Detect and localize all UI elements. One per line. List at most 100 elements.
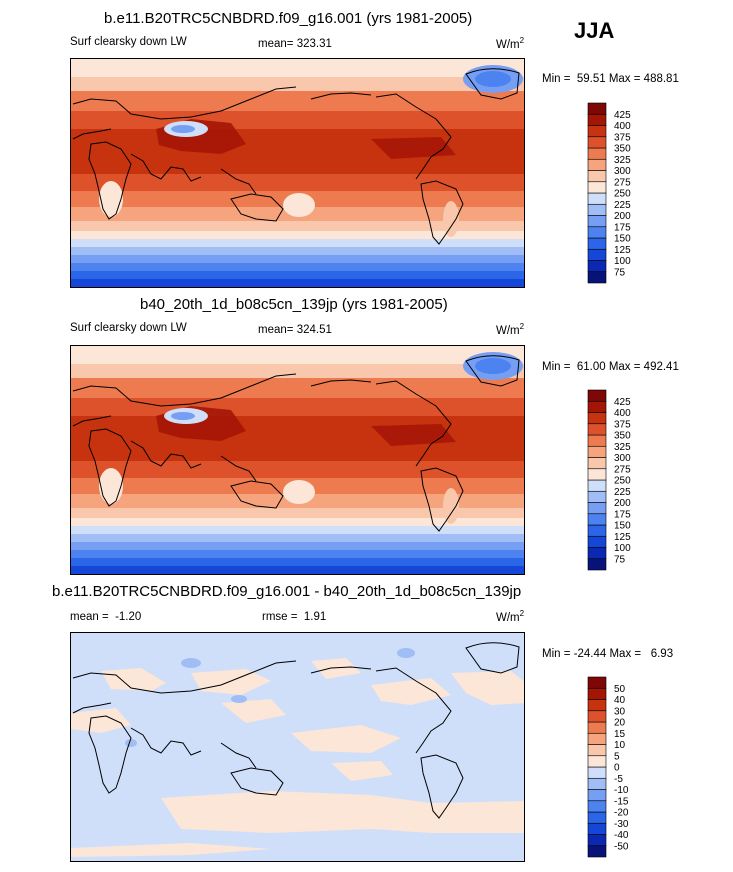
p2-colorbar-tick-label: 175 bbox=[614, 509, 631, 520]
panel1-mean: mean= 323.31 bbox=[258, 38, 332, 50]
panel1-mean-value: 323.31 bbox=[296, 38, 332, 50]
p2-colorbar-tick-label: 400 bbox=[614, 408, 631, 419]
panel3-max-value: 6.93 bbox=[650, 648, 674, 660]
panel3-title: b.e11.B20TRC5CNBDRD.f09_g16.001 - b40_20… bbox=[52, 583, 522, 600]
p1-colorbar-tick-label: 325 bbox=[614, 155, 631, 166]
p3-colorbar-tick-label: 20 bbox=[614, 718, 626, 729]
panel1-min-label: Min = bbox=[542, 73, 571, 85]
p2-colorbar-box bbox=[587, 434, 607, 447]
p1-colorbar-box bbox=[587, 136, 607, 149]
panel1-units-exp: 2 bbox=[519, 36, 525, 45]
p2-colorbar-tick-label: 300 bbox=[614, 453, 631, 464]
p1-colorbar-box bbox=[587, 147, 607, 160]
p3-colorbar-box bbox=[587, 687, 607, 700]
panel3-units: W/m2 bbox=[496, 609, 524, 624]
p2-colorbar-box bbox=[587, 513, 607, 526]
panel2-colorbar-svg: 7510012515017520022525027530032535037540… bbox=[587, 389, 631, 571]
panel3-min-label: Min = bbox=[542, 648, 571, 660]
panel2-mean-value: 324.51 bbox=[296, 324, 332, 336]
p3-colorbar-tick-label: -5 bbox=[614, 774, 623, 785]
panel1-colorbar-svg: 7510012515017520022525027530032535037540… bbox=[587, 102, 631, 284]
panel2-units: W/m2 bbox=[496, 322, 524, 337]
p1-colorbar-box bbox=[587, 260, 607, 273]
p1-colorbar-box bbox=[587, 226, 607, 239]
p3-colorbar-tick-label: -50 bbox=[614, 841, 629, 852]
p3-colorbar-tick-label: 15 bbox=[614, 729, 626, 740]
p1-colorbar-tick-label: 275 bbox=[614, 177, 631, 188]
panel1-colorbar: 75 100 125 150 175 200 225 250 275 300 325 350 375 40… bbox=[587, 102, 631, 284]
p3-colorbar-box bbox=[587, 800, 607, 813]
p1-colorbar-box bbox=[587, 271, 607, 284]
panel1-max-value: 488.81 bbox=[643, 73, 679, 85]
panel2-colorbar: 75 100 125 150 175 200 225 250 275 300 325 350 375 40… bbox=[587, 389, 631, 571]
p2-colorbar-box bbox=[587, 389, 607, 402]
panel3-min-value: -24.44 bbox=[573, 648, 607, 660]
panel3-field bbox=[71, 633, 524, 861]
p2-colorbar-box bbox=[587, 524, 607, 537]
p1-colorbar-box bbox=[587, 158, 607, 171]
panel1-max-label: Max = bbox=[608, 73, 641, 85]
panel2-min-label: Min = bbox=[542, 361, 571, 373]
panel3-units-exp: 2 bbox=[519, 609, 525, 618]
panel2-title: b40_20th_1d_b08c5cn_139jp (yrs 1981-2005… bbox=[140, 296, 448, 313]
panel2-coastlines bbox=[72, 355, 520, 532]
panel2-field bbox=[71, 346, 524, 574]
p3-colorbar-box bbox=[587, 834, 607, 847]
panel1-coastlines bbox=[72, 68, 520, 245]
p1-colorbar-box bbox=[587, 237, 607, 250]
p3-colorbar-tick-label: -40 bbox=[614, 830, 629, 841]
p2-colorbar-tick-label: 200 bbox=[614, 498, 631, 509]
p3-colorbar-box bbox=[587, 845, 607, 858]
panel3-rmse-value: 1.91 bbox=[303, 611, 327, 623]
p1-colorbar-box bbox=[587, 125, 607, 138]
p1-colorbar-tick-label: 125 bbox=[614, 245, 631, 256]
p2-colorbar-box bbox=[587, 423, 607, 436]
p1-colorbar-box bbox=[587, 215, 607, 228]
p1-colorbar-tick-label: 100 bbox=[614, 256, 631, 267]
p1-colorbar-box bbox=[587, 113, 607, 126]
p1-colorbar-box bbox=[587, 170, 607, 183]
p3-colorbar-box bbox=[587, 699, 607, 712]
panel1-field bbox=[71, 59, 524, 287]
p3-colorbar-box bbox=[587, 766, 607, 779]
panel1-map bbox=[70, 58, 525, 288]
p1-colorbar-box bbox=[587, 192, 607, 205]
p2-colorbar-box bbox=[587, 558, 607, 571]
p1-colorbar-box bbox=[587, 203, 607, 216]
p2-colorbar-box bbox=[587, 490, 607, 503]
panel3-minmax: Min = -24.44 Max = 6.93 bbox=[542, 648, 673, 660]
p1-colorbar-tick-label: 375 bbox=[614, 132, 631, 143]
p1-colorbar-tick-label: 300 bbox=[614, 166, 631, 177]
p1-colorbar-tick-label: 250 bbox=[614, 189, 631, 200]
panel1-title: b.e11.B20TRC5CNBDRD.f09_g16.001 (yrs 198… bbox=[104, 10, 473, 27]
p3-colorbar-box bbox=[587, 755, 607, 768]
p3-colorbar-box bbox=[587, 822, 607, 835]
p1-colorbar-tick-label: 75 bbox=[614, 267, 626, 278]
panel1-variable: Surf clearsky down LW bbox=[70, 36, 187, 48]
p3-colorbar-box bbox=[587, 676, 607, 689]
p2-colorbar-tick-label: 225 bbox=[614, 487, 631, 498]
p3-colorbar-box bbox=[587, 789, 607, 802]
p2-colorbar-box bbox=[587, 468, 607, 481]
p3-colorbar-tick-label: 40 bbox=[614, 695, 626, 706]
panel1-units: W/m2 bbox=[496, 36, 524, 51]
panel3-mean: mean = -1.20 bbox=[70, 611, 141, 623]
p3-colorbar-tick-label: -15 bbox=[614, 796, 629, 807]
p1-colorbar-tick-label: 175 bbox=[614, 222, 631, 233]
panel2-units-base: W/m bbox=[496, 324, 520, 337]
panel2-map bbox=[70, 345, 525, 575]
p1-colorbar-tick-label: 400 bbox=[614, 121, 631, 132]
panel1-min-value: 59.51 bbox=[576, 73, 606, 85]
panel3-rmse-label: rmse = bbox=[262, 611, 298, 623]
p2-colorbar-tick-label: 325 bbox=[614, 442, 631, 453]
panel2-max-value: 492.41 bbox=[643, 361, 679, 373]
panel2-min-value: 61.00 bbox=[576, 361, 606, 373]
panel1-mean-label: mean= bbox=[258, 38, 294, 50]
p2-colorbar-box bbox=[587, 547, 607, 560]
p1-colorbar-box bbox=[587, 181, 607, 194]
p2-colorbar-tick-label: 75 bbox=[614, 554, 626, 565]
p3-colorbar-box bbox=[587, 710, 607, 723]
p2-colorbar-tick-label: 275 bbox=[614, 464, 631, 475]
p2-colorbar-tick-label: 100 bbox=[614, 543, 631, 554]
